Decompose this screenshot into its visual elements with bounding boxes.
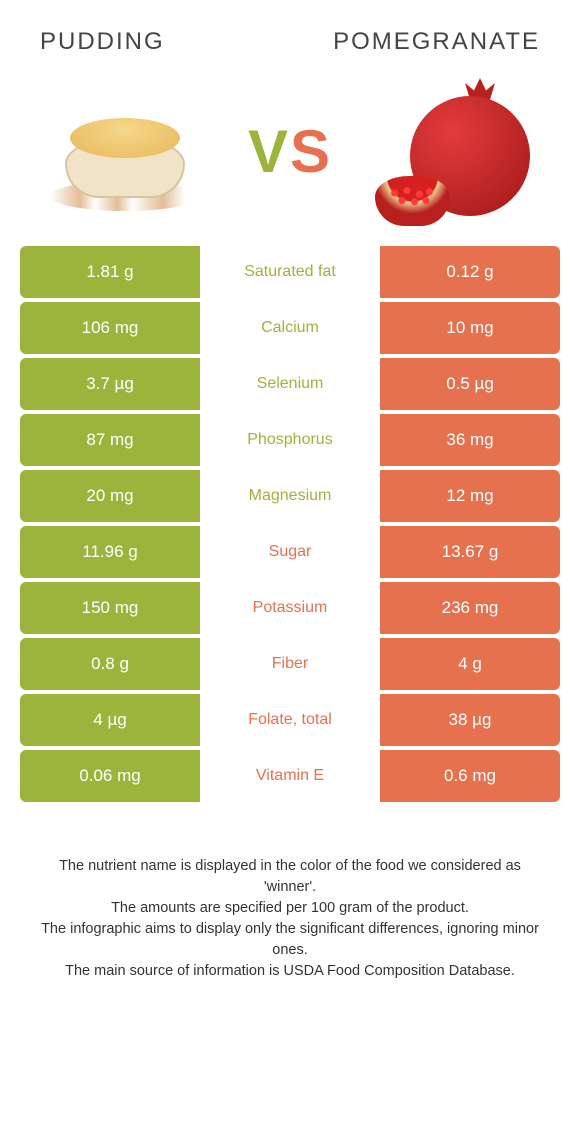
nutrient-label: Sugar: [200, 526, 380, 578]
footnote-line: The infographic aims to display only the…: [35, 919, 545, 961]
right-value: 0.12 g: [380, 246, 560, 298]
nutrient-label: Saturated fat: [200, 246, 380, 298]
right-food-title: Pomegranate: [333, 28, 540, 56]
vs-s: S: [290, 118, 332, 185]
vs-v: V: [248, 118, 290, 185]
left-value: 106 mg: [20, 302, 200, 354]
footnote-line: The nutrient name is displayed in the co…: [35, 856, 545, 898]
left-value: 11.96 g: [20, 526, 200, 578]
left-value: 1.81 g: [20, 246, 200, 298]
footnotes: The nutrient name is displayed in the co…: [0, 806, 580, 982]
images-row: VS: [0, 66, 580, 246]
right-value: 36 mg: [380, 414, 560, 466]
table-row: 106 mgCalcium10 mg: [20, 302, 560, 354]
pudding-image: [40, 76, 210, 226]
right-value: 13.67 g: [380, 526, 560, 578]
nutrient-label: Selenium: [200, 358, 380, 410]
table-row: 11.96 gSugar13.67 g: [20, 526, 560, 578]
nutrient-label: Folate, total: [200, 694, 380, 746]
nutrient-label: Phosphorus: [200, 414, 380, 466]
table-row: 0.8 gFiber4 g: [20, 638, 560, 690]
right-value: 0.5 µg: [380, 358, 560, 410]
table-row: 4 µgFolate, total38 µg: [20, 694, 560, 746]
right-value: 236 mg: [380, 582, 560, 634]
left-value: 87 mg: [20, 414, 200, 466]
table-row: 1.81 gSaturated fat0.12 g: [20, 246, 560, 298]
footnote-line: The amounts are specified per 100 gram o…: [35, 898, 545, 919]
table-row: 0.06 mgVitamin E0.6 mg: [20, 750, 560, 802]
comparison-table: 1.81 gSaturated fat0.12 g106 mgCalcium10…: [0, 246, 580, 802]
right-value: 12 mg: [380, 470, 560, 522]
pomegranate-image: [370, 76, 540, 226]
table-row: 150 mgPotassium236 mg: [20, 582, 560, 634]
left-value: 0.06 mg: [20, 750, 200, 802]
nutrient-label: Magnesium: [200, 470, 380, 522]
right-value: 4 g: [380, 638, 560, 690]
left-value: 20 mg: [20, 470, 200, 522]
nutrient-label: Calcium: [200, 302, 380, 354]
nutrient-label: Vitamin E: [200, 750, 380, 802]
header: Pudding Pomegranate: [0, 0, 580, 66]
right-value: 0.6 mg: [380, 750, 560, 802]
footnote-line: The main source of information is USDA F…: [35, 961, 545, 982]
nutrient-label: Potassium: [200, 582, 380, 634]
left-value: 4 µg: [20, 694, 200, 746]
left-value: 0.8 g: [20, 638, 200, 690]
table-row: 20 mgMagnesium12 mg: [20, 470, 560, 522]
left-food-title: Pudding: [40, 28, 165, 56]
table-row: 3.7 µgSelenium0.5 µg: [20, 358, 560, 410]
vs-label: VS: [248, 117, 332, 186]
left-value: 3.7 µg: [20, 358, 200, 410]
right-value: 38 µg: [380, 694, 560, 746]
table-row: 87 mgPhosphorus36 mg: [20, 414, 560, 466]
left-value: 150 mg: [20, 582, 200, 634]
nutrient-label: Fiber: [200, 638, 380, 690]
right-value: 10 mg: [380, 302, 560, 354]
